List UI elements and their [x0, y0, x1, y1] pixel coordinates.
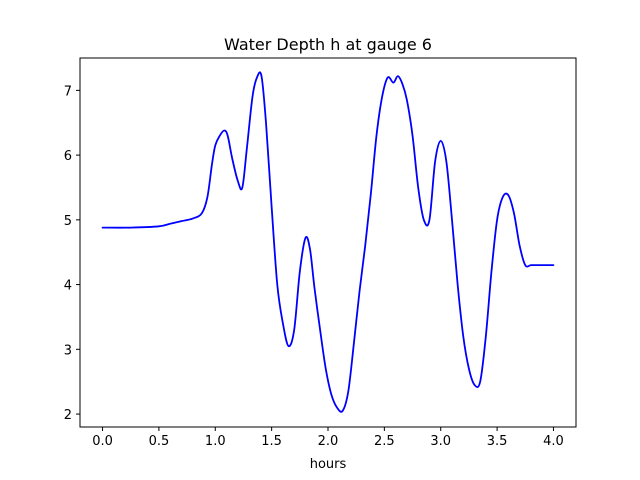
axes: 0.0 0.5 1.0 1.5 2.0 2.5 3.0 3.5 4.0 2 3 4 5 6 7 — [64, 57, 577, 449]
x-tick-label: 0.0 — [92, 434, 113, 449]
x-tick-label: 2.0 — [318, 434, 339, 449]
series-line-0 — [101, 71, 555, 413]
x-axis-label: hours — [310, 457, 347, 472]
y-tick-label: 5 — [64, 214, 72, 229]
x-tick-label: 2.5 — [374, 434, 395, 449]
x-tick-label: 0.5 — [149, 434, 170, 449]
y-tick-label: 7 — [64, 84, 72, 99]
y-tick-label: 3 — [64, 343, 72, 358]
x-tick-label: 1.5 — [261, 434, 282, 449]
y-tick-label: 2 — [64, 408, 72, 423]
x-tick-label: 3.0 — [430, 434, 451, 449]
chart-title: Water Depth h at gauge 6 — [224, 35, 432, 54]
y-tick-label: 4 — [64, 279, 72, 294]
x-tick-label: 3.5 — [487, 434, 508, 449]
plot-area — [101, 71, 555, 413]
x-tick-label: 1.0 — [205, 434, 226, 449]
x-tick-label: 4.0 — [543, 434, 564, 449]
y-tick-label: 6 — [64, 149, 72, 164]
